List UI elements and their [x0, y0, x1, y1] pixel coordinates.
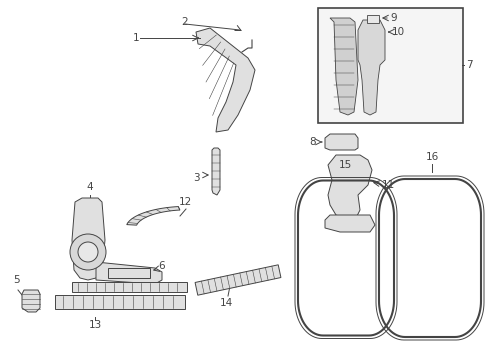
Polygon shape: [72, 198, 105, 280]
Polygon shape: [328, 155, 372, 220]
Text: 11: 11: [382, 180, 395, 190]
Text: 5: 5: [13, 275, 19, 285]
Bar: [55, 295, 185, 309]
Bar: [318, 8, 463, 123]
Text: 4: 4: [87, 182, 93, 192]
Circle shape: [78, 242, 98, 262]
Text: 12: 12: [178, 197, 192, 207]
Text: 6: 6: [158, 261, 165, 271]
Text: 15: 15: [339, 160, 352, 170]
Text: 14: 14: [220, 298, 233, 308]
Text: 7: 7: [466, 60, 473, 70]
Polygon shape: [325, 215, 375, 232]
Text: 1: 1: [133, 33, 139, 43]
Polygon shape: [127, 207, 180, 225]
Polygon shape: [195, 265, 281, 295]
Polygon shape: [212, 148, 220, 195]
Polygon shape: [358, 20, 385, 115]
Text: 10: 10: [392, 27, 405, 37]
Bar: [108, 268, 150, 278]
Text: 2: 2: [182, 17, 188, 27]
Polygon shape: [325, 134, 358, 150]
Text: 16: 16: [425, 152, 439, 162]
Text: 13: 13: [88, 320, 101, 330]
Polygon shape: [96, 262, 162, 284]
Text: 9: 9: [390, 13, 396, 23]
Polygon shape: [22, 290, 40, 312]
Text: 3: 3: [193, 173, 199, 183]
Text: 8: 8: [310, 137, 317, 147]
Polygon shape: [196, 28, 255, 132]
Bar: [367, 15, 379, 23]
Bar: [72, 282, 187, 292]
Polygon shape: [330, 18, 358, 115]
Circle shape: [70, 234, 106, 270]
